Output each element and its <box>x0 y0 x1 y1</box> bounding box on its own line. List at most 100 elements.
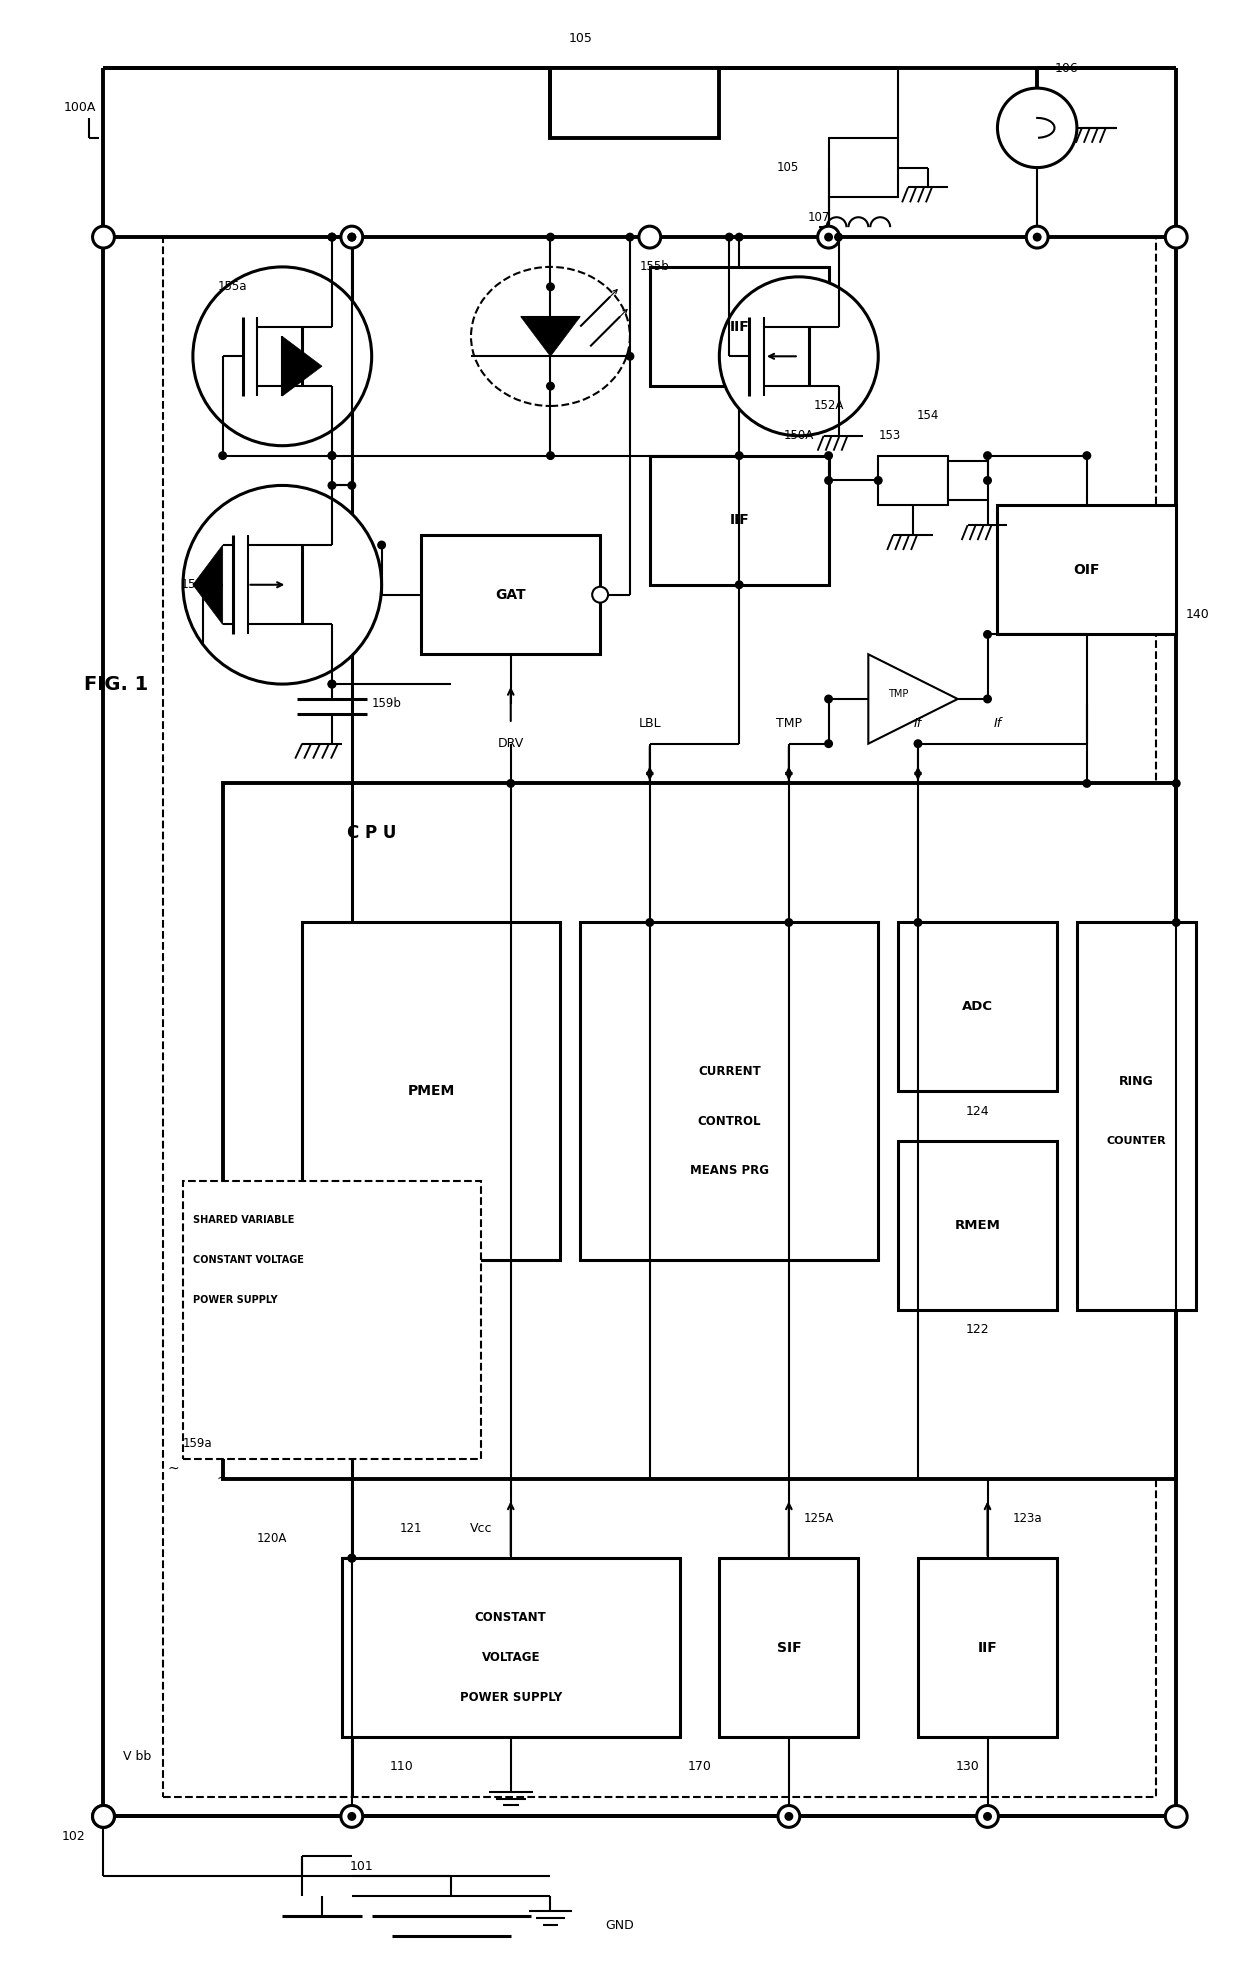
Circle shape <box>327 681 336 688</box>
Circle shape <box>777 1805 800 1827</box>
Circle shape <box>914 740 923 748</box>
Text: 150A: 150A <box>784 429 813 442</box>
Text: 106: 106 <box>1055 62 1079 75</box>
Text: GND: GND <box>605 1919 635 1932</box>
Circle shape <box>93 226 114 248</box>
Text: 110: 110 <box>389 1760 413 1774</box>
Text: 153: 153 <box>878 429 900 442</box>
Circle shape <box>93 1805 114 1827</box>
Circle shape <box>184 486 382 684</box>
Text: 124: 124 <box>966 1105 990 1117</box>
Circle shape <box>193 268 372 446</box>
Circle shape <box>983 1811 992 1821</box>
Bar <box>878 456 947 506</box>
Text: IIF: IIF <box>977 1641 997 1655</box>
Text: 170: 170 <box>687 1760 712 1774</box>
Circle shape <box>645 919 655 927</box>
Text: PMEM: PMEM <box>408 1085 455 1099</box>
Text: IIF: IIF <box>729 319 749 333</box>
Circle shape <box>625 232 635 242</box>
Text: TMP: TMP <box>776 718 802 730</box>
Text: CONSTANT VOLTAGE: CONSTANT VOLTAGE <box>193 1256 304 1266</box>
Text: VOLTAGE: VOLTAGE <box>481 1651 539 1665</box>
Text: 100A: 100A <box>63 101 97 115</box>
Text: 130: 130 <box>956 1760 980 1774</box>
Circle shape <box>347 1553 356 1563</box>
Bar <box>580 923 878 1260</box>
Ellipse shape <box>471 268 630 407</box>
Circle shape <box>327 232 336 242</box>
Circle shape <box>825 694 833 704</box>
Circle shape <box>983 450 992 460</box>
Bar <box>828 137 898 196</box>
Circle shape <box>1083 450 1091 460</box>
Bar <box>997 506 1177 635</box>
Text: 105: 105 <box>776 161 799 175</box>
Circle shape <box>1166 226 1187 248</box>
Circle shape <box>983 631 992 639</box>
Text: CONTROL: CONTROL <box>698 1115 761 1127</box>
Circle shape <box>347 232 356 242</box>
Circle shape <box>593 587 608 603</box>
Circle shape <box>327 450 336 460</box>
Circle shape <box>546 381 556 391</box>
Text: 151: 151 <box>181 577 205 591</box>
Circle shape <box>347 1811 356 1821</box>
Bar <box>947 460 987 500</box>
Text: 154: 154 <box>916 409 939 423</box>
Text: OIF: OIF <box>1074 563 1100 577</box>
Circle shape <box>825 740 833 748</box>
Circle shape <box>347 1553 356 1563</box>
Text: TMP: TMP <box>888 688 909 698</box>
Text: 102: 102 <box>62 1829 86 1843</box>
Circle shape <box>1172 919 1180 927</box>
Text: 120A: 120A <box>257 1532 288 1546</box>
Text: SHARED VARIABLE: SHARED VARIABLE <box>193 1216 294 1226</box>
Text: COUNTER: COUNTER <box>1106 1137 1167 1147</box>
Circle shape <box>218 450 227 460</box>
Text: LBL: LBL <box>639 718 661 730</box>
Bar <box>650 268 828 387</box>
Bar <box>422 536 600 655</box>
Circle shape <box>327 450 336 460</box>
Polygon shape <box>193 546 223 625</box>
Circle shape <box>874 476 883 484</box>
Circle shape <box>977 1805 998 1827</box>
Circle shape <box>1172 780 1180 788</box>
Circle shape <box>347 480 356 490</box>
Circle shape <box>347 232 356 242</box>
Text: RING: RING <box>1120 1075 1154 1087</box>
Text: 125A: 125A <box>804 1512 833 1526</box>
Circle shape <box>825 450 833 460</box>
Circle shape <box>983 694 992 704</box>
Polygon shape <box>521 317 580 357</box>
Circle shape <box>546 232 556 242</box>
Circle shape <box>625 351 635 361</box>
Text: 159b: 159b <box>372 698 402 710</box>
Bar <box>1076 923 1197 1309</box>
Text: C P U: C P U <box>347 823 397 841</box>
Bar <box>650 456 828 585</box>
Circle shape <box>341 226 363 248</box>
Text: 123a: 123a <box>1012 1512 1042 1526</box>
Bar <box>898 923 1056 1091</box>
Bar <box>342 1557 680 1736</box>
Circle shape <box>1033 232 1042 242</box>
Text: V bb: V bb <box>123 1750 151 1764</box>
Text: POWER SUPPLY: POWER SUPPLY <box>193 1296 278 1305</box>
Text: 140: 140 <box>1187 607 1210 621</box>
Circle shape <box>1083 780 1091 788</box>
Text: CURRENT: CURRENT <box>698 1065 760 1077</box>
Text: 105: 105 <box>568 32 593 46</box>
Circle shape <box>785 1811 794 1821</box>
Text: POWER SUPPLY: POWER SUPPLY <box>460 1690 562 1704</box>
Circle shape <box>546 282 556 292</box>
Circle shape <box>1027 226 1048 248</box>
Text: 101: 101 <box>350 1859 373 1873</box>
Bar <box>898 1141 1056 1309</box>
Circle shape <box>725 232 734 242</box>
Text: IIF: IIF <box>729 514 749 528</box>
Circle shape <box>735 232 744 242</box>
Text: SIF: SIF <box>776 1641 801 1655</box>
Bar <box>164 238 1157 1798</box>
